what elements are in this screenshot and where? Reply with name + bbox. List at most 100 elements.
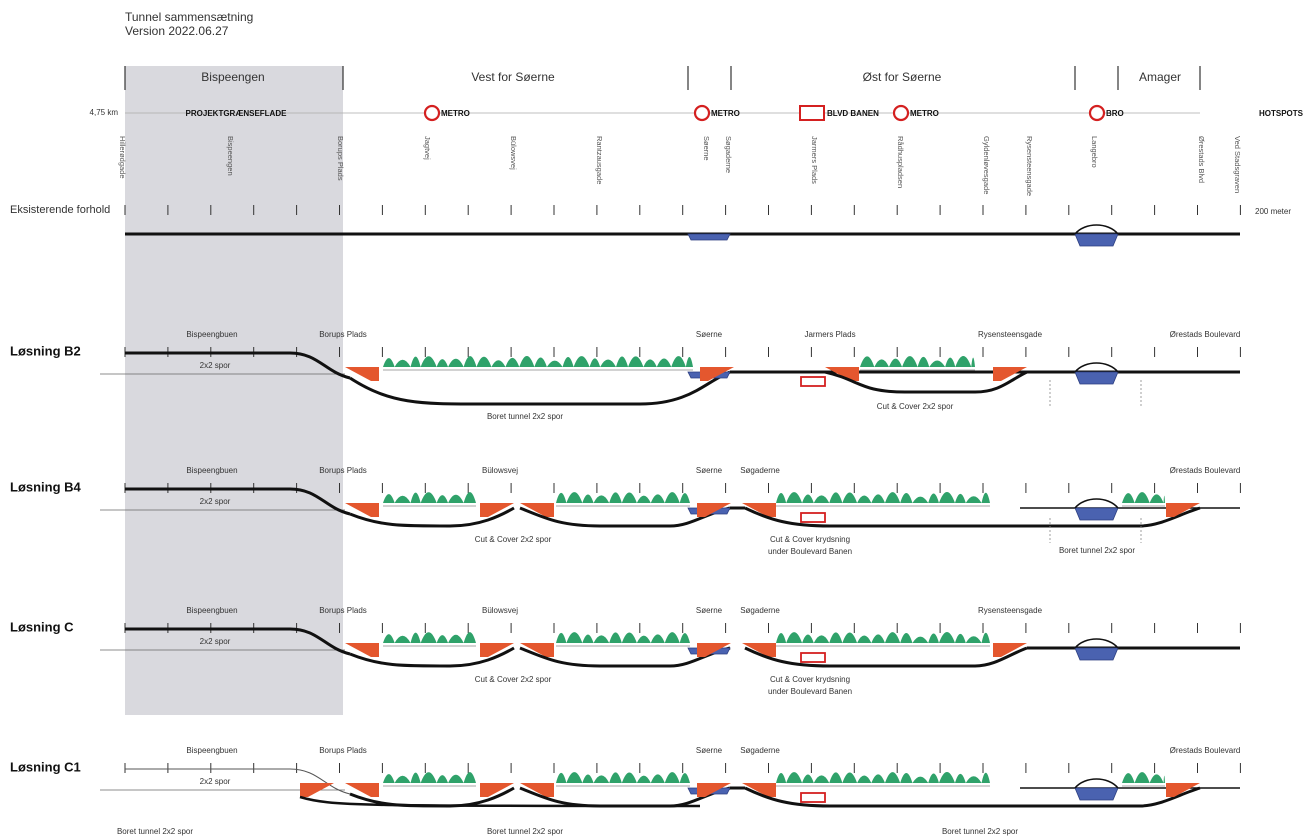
section-note: 2x2 spor [200,637,231,646]
section-label: Bispeengbuen [186,746,237,755]
street-name: Rådhuspladsen [896,136,905,188]
hotspot-icon [892,104,910,122]
hotspot-label: METRO [910,109,939,118]
section-label: Borups Plads [319,606,367,615]
section-label: Søerne [696,466,723,475]
project-boundary-area [125,66,343,715]
ramp [993,643,1027,657]
title: Tunnel sammensætning [125,10,253,24]
green-park [1122,772,1165,783]
ramp [742,783,776,797]
hotspot-icon [693,104,711,122]
district-name: Bispeengen [201,70,264,84]
green-park [776,492,990,503]
section-note: under Boulevard Banen [768,547,852,556]
section-label: Søerne [696,746,723,755]
street-name: Søerne [702,136,711,161]
district-name: Amager [1139,70,1181,84]
hotspot-icon [423,104,441,122]
ramp [1166,503,1200,517]
section-note: 2x2 spor [200,497,231,506]
section-label: Ørestads Boulevard [1170,466,1241,475]
track [349,786,515,808]
street-name: Ved Stadsgraven [1233,136,1242,193]
ramp [520,643,554,657]
street-name: Søgaderne [724,136,733,173]
blvd-crossing [800,652,826,663]
bridge-arc [1074,362,1119,373]
solution-name: Løsning C1 [10,759,81,774]
solution-name: Løsning B2 [10,343,81,358]
track [744,506,1201,528]
section-note: Boret tunnel 2x2 spor [942,827,1018,836]
hotspot-icon [799,105,825,121]
section-note: Cut & Cover krydsning [770,675,850,684]
green-park [776,632,990,643]
bridge-arc [1074,778,1119,789]
district-name: Vest for Søerne [471,70,555,84]
version: Version 2022.06.27 [125,24,229,38]
elevated-track [125,487,351,516]
ramp [825,367,859,381]
bridge-arc [1074,224,1119,235]
street-name: Langebro [1090,136,1099,168]
hotspot-label: METRO [441,109,470,118]
section-label: Søerne [696,330,723,339]
hotspot-label: METRO [711,109,740,118]
blvd-crossing [800,792,826,803]
hotspot-icon [1088,104,1106,122]
district-name: Øst for Søerne [863,70,942,84]
green-park [383,772,476,783]
ramp [742,503,776,517]
green-park [556,632,690,643]
section-label: Rysensteensgade [978,330,1043,339]
section-note: under Boulevard Banen [768,687,852,696]
street-name: Bispeengen [226,136,235,176]
ramp [480,783,514,797]
green-park [776,772,990,783]
section-label: Ørestads Boulevard [1170,746,1241,755]
street-name: Jarmers Plads [810,136,819,184]
green-park [383,492,476,503]
section-label: Jarmers Plads [804,330,855,339]
bridge-tunnel [1074,233,1119,247]
green-park [556,492,690,503]
ramp [520,503,554,517]
hotspot-label: BRO [1106,109,1124,118]
green-park [383,632,476,643]
ramp [697,643,731,657]
existing-label: Eksisterende forhold [10,204,110,216]
section-label: Borups Plads [319,746,367,755]
section-note: Boret tunnel 2x2 spor [487,412,563,421]
section-label: Søerne [696,606,723,615]
blvd-crossing [800,512,826,523]
bridge-tunnel [1074,787,1119,801]
track [349,646,515,668]
bridge-tunnel [1074,371,1119,385]
ramp [345,367,379,381]
ramp [345,643,379,657]
street-name: Rantzausgade [595,136,604,184]
hotspot-label: BLVD BANEN [827,109,879,118]
bridge-arc [1074,638,1119,649]
solution-name: Løsning B4 [10,479,82,494]
street-name: Bülowsvej [509,136,518,170]
section-note: Cut & Cover 2x2 spor [475,535,552,544]
ramp [993,367,1027,381]
track [744,646,1028,668]
section-note: 2x2 spor [200,361,231,370]
elevated-track [125,627,351,656]
section-label: Bispeengbuen [186,606,237,615]
section-label: Rysensteensgade [978,606,1043,615]
section-label: Ørestads Boulevard [1170,330,1241,339]
section-note: Boret tunnel 2x2 spor [1059,546,1135,555]
section-label: Bülowsvej [482,466,518,475]
ramp [480,503,514,517]
track [824,370,1028,394]
ramp [345,783,379,797]
green-park [556,772,690,783]
ramp [1166,783,1200,797]
track [744,786,1201,808]
solution-name: Løsning C [10,619,74,634]
